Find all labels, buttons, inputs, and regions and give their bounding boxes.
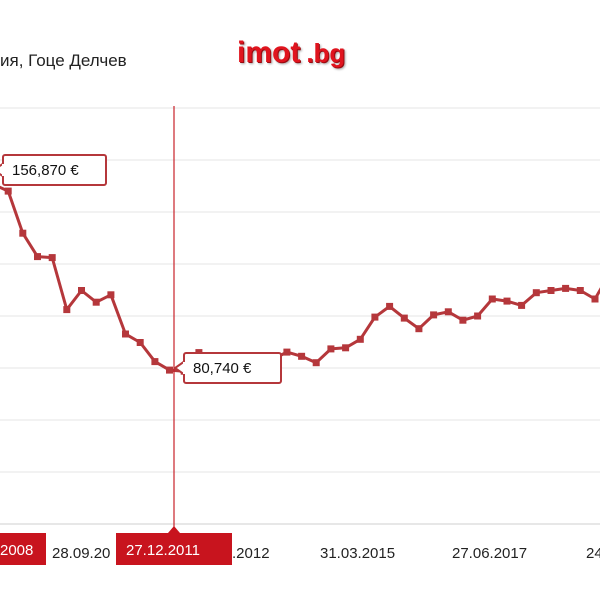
x-tick-label: 31.03.2015 [320,545,395,562]
x-axis-ticks: 28.09.20 .2012 31.03.2015 27.06.2017 24 [52,545,600,562]
data-point[interactable] [576,287,584,294]
cursor-flag-label: 27.12.2011 [126,542,200,559]
callouts: 156,870 € 80,740 € [0,154,282,384]
logo-tld: .bg [306,38,346,68]
data-point[interactable] [503,297,511,305]
data-point[interactable] [78,287,85,294]
x-tick-label: 28.09.20 [52,545,110,562]
chart-subtitle: ия, Гоце Делчев [0,51,127,70]
data-point[interactable] [488,295,496,303]
data-point[interactable] [151,358,159,366]
data-point[interactable] [312,359,320,367]
data-point[interactable] [136,339,144,346]
x-tick-label: 27.06.2017 [452,545,527,562]
data-point[interactable] [356,335,364,343]
series-line [0,185,600,377]
data-point[interactable] [92,298,100,306]
callout-label: 156,870 € [12,162,79,179]
data-point[interactable] [591,295,599,303]
data-point[interactable] [400,314,408,322]
data-point[interactable] [34,253,41,261]
data-point[interactable] [518,301,526,309]
left-flag-label: 2008 [0,542,33,559]
x-tick-label: 24 [586,545,600,562]
data-point[interactable] [562,284,570,292]
value-callout: 156,870 € [0,154,107,186]
data-point[interactable] [327,345,335,353]
logo-main: imot [237,36,301,69]
data-point[interactable] [532,289,540,297]
data-point[interactable] [19,229,27,237]
price-series [0,185,600,379]
data-point[interactable] [122,330,129,338]
cursor-date-flag: 27.12.2011 [116,526,232,565]
left-date-flag: 2008 [0,533,46,565]
data-point[interactable] [547,287,555,294]
value-callout: 80,740 € [173,352,282,384]
data-point[interactable] [444,308,452,316]
imot-logo: imot .bg [237,36,345,70]
callout-label: 80,740 € [193,360,252,377]
x-tick-label: .2012 [232,545,270,562]
data-point[interactable] [4,187,12,195]
data-point[interactable] [415,325,423,333]
data-point[interactable] [371,313,379,321]
data-point[interactable] [298,352,306,360]
data-point[interactable] [107,291,115,299]
data-point[interactable] [386,302,394,310]
data-point[interactable] [342,344,350,352]
data-point[interactable] [430,311,438,319]
data-point[interactable] [48,254,56,262]
data-point[interactable] [459,316,467,324]
data-point[interactable] [63,306,71,314]
data-point[interactable] [474,312,482,320]
data-point[interactable] [166,366,173,374]
date-flags: 2008 27.12.2011 [0,526,232,565]
data-point[interactable] [283,348,291,356]
